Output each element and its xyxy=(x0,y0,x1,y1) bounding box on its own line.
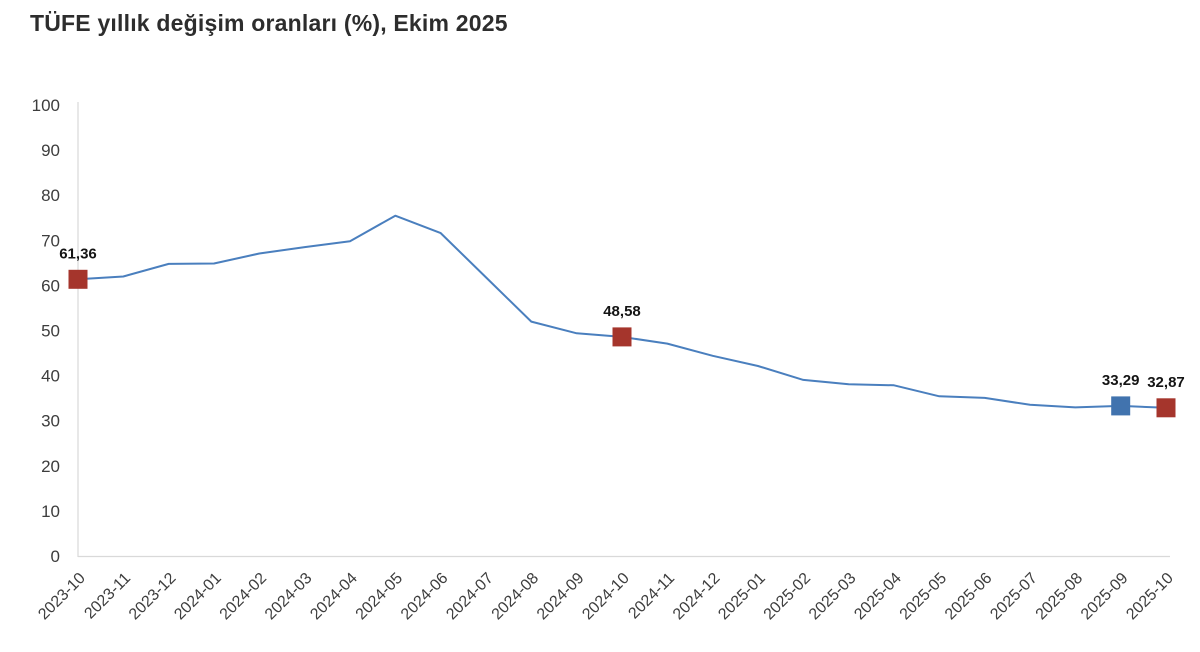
highlight-marker-2023-10 xyxy=(68,269,88,289)
x-axis-tick-label: 2024-04 xyxy=(307,570,361,624)
x-axis-tick-label: 2025-01 xyxy=(715,570,769,624)
x-axis-tick-label: 2023-10 xyxy=(35,570,89,624)
x-axis-tick-label: 2023-11 xyxy=(81,570,134,623)
y-axis-tick-label: 40 xyxy=(41,367,60,386)
x-axis-tick-label: 2025-05 xyxy=(897,570,951,624)
x-axis-tick-label: 2024-05 xyxy=(353,570,407,624)
x-axis-tick-label: 2024-08 xyxy=(489,570,543,624)
y-axis-tick-label: 70 xyxy=(41,231,60,250)
y-axis-tick-label: 100 xyxy=(32,96,60,115)
x-axis-tick-label: 2025-06 xyxy=(942,570,996,624)
data-label-2023-10: 61,36 xyxy=(59,245,97,262)
y-axis-tick-label: 0 xyxy=(51,547,60,566)
highlight-marker-2025-10 xyxy=(1156,398,1176,418)
x-axis-tick-label: 2024-01 xyxy=(171,570,225,624)
x-axis-tick-label: 2025-04 xyxy=(851,570,905,624)
x-axis-tick-label: 2025-07 xyxy=(987,570,1041,624)
x-axis-tick-label: 2025-08 xyxy=(1033,570,1087,624)
x-axis-tick-label: 2023-12 xyxy=(126,570,180,624)
data-label-2024-10: 48,58 xyxy=(603,303,641,320)
x-axis-tick-label: 2024-10 xyxy=(579,570,633,624)
x-axis-tick-label: 2025-10 xyxy=(1123,570,1177,624)
data-label-2025-09: 33,29 xyxy=(1102,372,1140,389)
x-axis-tick-label: 2025-03 xyxy=(806,570,860,624)
y-axis-tick-label: 60 xyxy=(41,276,60,295)
x-axis-tick-label: 2024-11 xyxy=(625,570,678,623)
x-axis-tick-label: 2024-02 xyxy=(217,570,271,624)
y-axis-tick-label: 50 xyxy=(41,322,60,341)
x-axis-tick-label: 2024-06 xyxy=(398,570,452,624)
x-axis-tick-label: 2024-07 xyxy=(443,570,497,624)
y-axis-tick-label: 80 xyxy=(41,186,60,205)
highlight-marker-2024-10 xyxy=(612,327,632,347)
highlight-marker-2025-09 xyxy=(1111,396,1131,416)
data-label-2025-10: 32,87 xyxy=(1147,374,1185,391)
x-axis-tick-label: 2024-12 xyxy=(670,570,724,624)
x-axis-tick-label: 2024-09 xyxy=(534,570,588,624)
y-axis-tick-label: 10 xyxy=(41,502,60,521)
x-axis-tick-label: 2025-09 xyxy=(1078,570,1132,624)
x-axis-tick-label: 2024-03 xyxy=(262,570,316,624)
chart-title: TÜFE yıllık değişim oranları (%), Ekim 2… xyxy=(30,10,508,36)
y-axis-tick-label: 30 xyxy=(41,412,60,431)
x-axis-tick-label: 2025-02 xyxy=(761,570,815,624)
y-axis-tick-label: 90 xyxy=(41,141,60,160)
y-axis-tick-label: 20 xyxy=(41,457,60,476)
